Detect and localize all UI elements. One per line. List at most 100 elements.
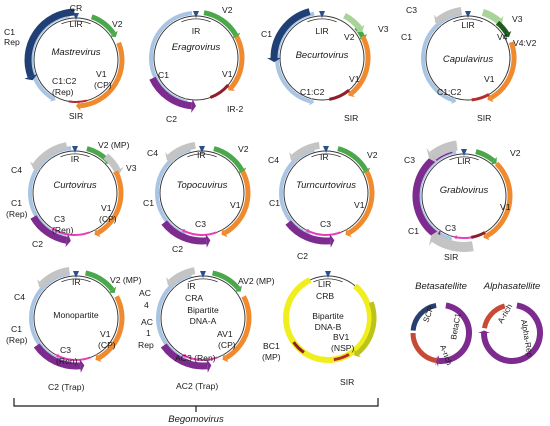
dna-b-bv1-arrow-head bbox=[354, 349, 361, 358]
topocuvirus-v2-label: V2 bbox=[238, 144, 249, 154]
capulavirus-v4-arrow bbox=[495, 20, 510, 36]
capulavirus-sir-segment bbox=[471, 93, 490, 102]
curtovirus-v2mp-label: V2 (MP) bbox=[98, 140, 130, 150]
alphasatellite-arich-segment bbox=[481, 303, 506, 329]
eragrovirus-ir2-segment bbox=[209, 83, 230, 99]
genome-eragrovirus: IR V2 Eragrovirus C1 V1 C2 IR-2 bbox=[149, 5, 245, 124]
grablovirus-c3-top-arrow-head bbox=[426, 147, 439, 164]
eragrovirus-v1-arrow-head bbox=[227, 84, 236, 91]
betasatellite-betac1-arrow bbox=[438, 302, 472, 364]
curtovirus-ir-label: IR bbox=[71, 154, 80, 164]
dna-b-lir-label: LIR bbox=[318, 279, 331, 289]
genome-alphasatellite: Alphasatellite A-rich Alpha-Rep bbox=[478, 281, 543, 364]
capulavirus-c1c2-label: C1:C2 bbox=[437, 87, 462, 97]
mastrevirus-lir-label: LIR bbox=[69, 19, 82, 29]
origin-marker-icon bbox=[323, 146, 329, 153]
betasatellite-scr-segment bbox=[410, 302, 437, 331]
curtovirus-v1-arrow bbox=[96, 170, 124, 236]
genome-mastrevirus: CR LIR V2 C1 Rep Mastrevirus C1:C2 (Rep)… bbox=[4, 3, 125, 121]
origin-marker-icon bbox=[461, 149, 467, 156]
genome-turncurtovirus: C4 IR V2 Turncurtovirus C1 V1 C3 C2 bbox=[268, 142, 378, 261]
capulavirus-c1-arrow-head bbox=[451, 96, 457, 105]
monopartite-v2-arrow bbox=[84, 270, 115, 292]
ir-box-arc bbox=[453, 18, 483, 23]
dna-b-name2: DNA-B bbox=[315, 322, 342, 332]
ir-box-arc bbox=[61, 20, 91, 25]
ir-box-arc bbox=[187, 153, 217, 158]
curtovirus-c3-label: C3 bbox=[54, 214, 65, 224]
dna-b-sir-label: SIR bbox=[340, 377, 354, 387]
topocuvirus-c2-arrow bbox=[161, 220, 207, 245]
dna-b-name: Bipartite bbox=[312, 311, 344, 321]
capulavirus-c3-label: C3 bbox=[406, 5, 417, 15]
dna-a-av1-label: AV1 bbox=[217, 329, 233, 339]
dna-a-ac2trap-label: AC2 (Trap) bbox=[176, 381, 218, 391]
capulavirus-v3-label: V3 bbox=[512, 14, 523, 24]
curtovirus-c2-label: C2 bbox=[32, 239, 43, 249]
dna-b-bv1-arrow bbox=[355, 301, 377, 356]
dna-a-ac1-label-c: Rep bbox=[138, 340, 154, 350]
turncurtovirus-name: Turncurtovirus bbox=[296, 180, 356, 191]
origin-marker-icon bbox=[465, 11, 471, 18]
mastrevirus-cp-label: (CP) bbox=[94, 80, 112, 90]
mastrevirus-v1-arrow-head bbox=[76, 100, 81, 111]
eragrovirus-ir-label: IR bbox=[192, 26, 201, 36]
dna-a-ac4-arrow-head bbox=[166, 277, 176, 288]
capulavirus-v1-arrow bbox=[489, 41, 517, 101]
mastrevirus-rep-label: Rep bbox=[4, 37, 20, 47]
grablovirus-v1-arrow bbox=[485, 161, 513, 239]
curtovirus-name: Curtovirus bbox=[53, 180, 97, 191]
dna-a-av2-arrow bbox=[211, 270, 241, 291]
grablovirus-c1-label: C1 bbox=[408, 226, 419, 236]
eragrovirus-c2-arrow-head bbox=[191, 98, 196, 113]
turncurtovirus-c1-label: C1 bbox=[269, 198, 280, 208]
dna-a-cp-label: (CP) bbox=[218, 340, 236, 350]
dna-b-yellow-ring bbox=[283, 277, 373, 363]
betasatellite-scr-label: SCR bbox=[421, 305, 435, 324]
betasatellite-betac1-arrow-head bbox=[436, 354, 440, 367]
turncurtovirus-v1-arrow bbox=[347, 170, 375, 236]
becurtovirus-c1-arrow-head bbox=[309, 97, 315, 106]
grablovirus-c3-top-label: C3 bbox=[404, 155, 415, 165]
becurtovirus-name: Becurtovirus bbox=[296, 50, 349, 61]
topocuvirus-c1-label: C1 bbox=[143, 198, 154, 208]
becurtovirus-sir-segment bbox=[328, 88, 350, 101]
dna-a-ac4-label-b: 4 bbox=[144, 300, 149, 310]
topocuvirus-ir-label: IR bbox=[197, 150, 206, 160]
ir-box-arc bbox=[311, 153, 341, 158]
dna-a-ac4-arrow bbox=[168, 267, 196, 286]
genome-becurtovirus: LIR C1 V2 V3 Becurtovirus V1 C1:C2 SIR bbox=[261, 8, 389, 123]
monopartite-c3-arrow-head bbox=[55, 354, 60, 358]
ir-box-arc bbox=[307, 18, 337, 23]
curtovirus-c4-arrow-head bbox=[29, 161, 42, 170]
alphasatellite-rep-arrow bbox=[481, 302, 543, 364]
capulavirus-v4-label: V4 bbox=[497, 32, 508, 42]
curtovirus-c2-arrow bbox=[30, 215, 68, 244]
curtovirus-rep-label: (Rep) bbox=[6, 209, 28, 219]
grablovirus-c3-top-arrow bbox=[429, 140, 458, 160]
mastrevirus-c1-rep-outer-arrow bbox=[24, 8, 75, 78]
turncurtovirus-c3-label: C3 bbox=[320, 219, 331, 229]
genome-ring-line bbox=[421, 153, 507, 239]
monopartite-ir-label: IR bbox=[72, 277, 81, 287]
turncurtovirus-ir-label: IR bbox=[320, 152, 329, 162]
curtovirus-c3-arrow bbox=[53, 228, 90, 236]
curtovirus-cp-label: (CP) bbox=[99, 214, 117, 224]
capulavirus-v3-arrow bbox=[481, 9, 502, 25]
mastrevirus-c1-rep-arrow-head bbox=[50, 94, 56, 102]
turncurtovirus-c4-arrow-head bbox=[289, 152, 299, 163]
eragrovirus-c2-label: C2 bbox=[166, 114, 177, 124]
mastrevirus-v2-label: V2 bbox=[112, 19, 123, 29]
mastrevirus-v1-arrow bbox=[79, 41, 125, 109]
genome-curtovirus: V2 (MP) C4 IR V3 Curtovirus C1 (Rep) V1 … bbox=[6, 140, 137, 249]
grablovirus-v2-arrow bbox=[475, 149, 496, 163]
genome-monopartite: C4 IR V2 (MP) Monopartite C1 (Rep) V1 (C… bbox=[6, 267, 142, 392]
betasatellite-name: Betasatellite bbox=[415, 281, 467, 292]
becurtovirus-v1-arrow bbox=[349, 35, 371, 96]
becurtovirus-c1c2-label: C1:C2 bbox=[300, 87, 325, 97]
dna-b-bc1-segment bbox=[292, 341, 305, 354]
curtovirus-ren-label: (Ren) bbox=[52, 225, 74, 235]
becurtovirus-v2-label: V2 bbox=[344, 32, 355, 42]
mastrevirus-v1-label: V1 bbox=[96, 69, 107, 79]
becurtovirus-v3-arrow-head bbox=[355, 24, 365, 33]
